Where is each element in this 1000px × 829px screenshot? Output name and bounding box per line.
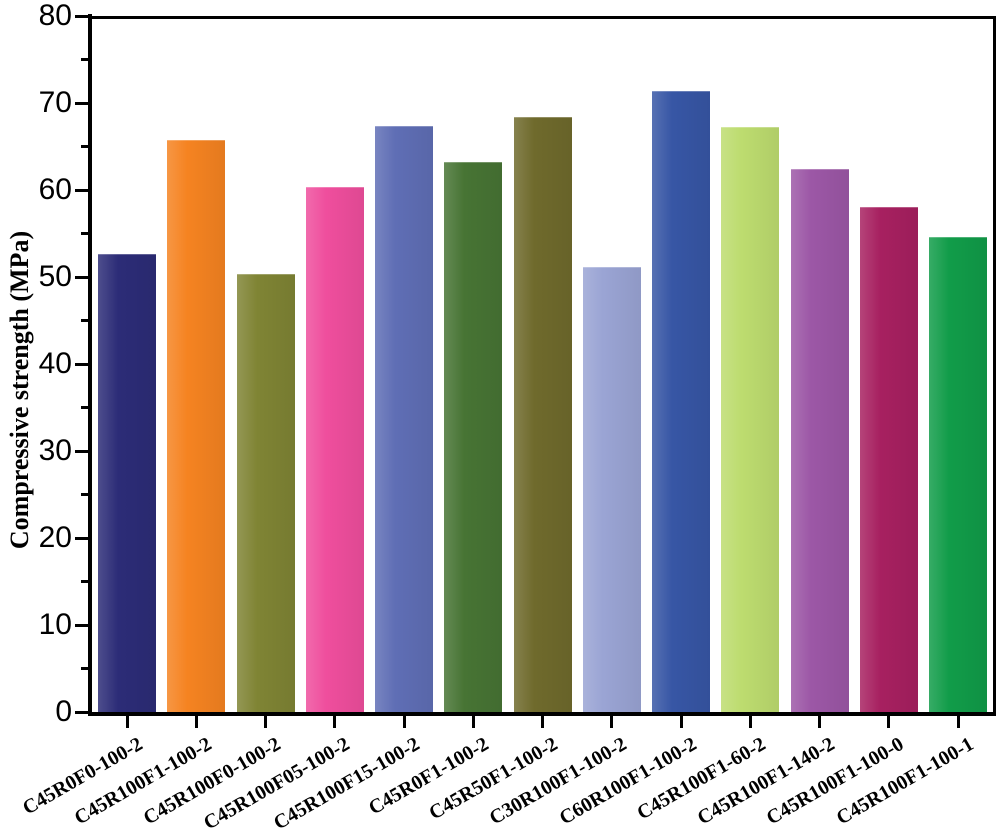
bar (98, 253, 156, 712)
bar (652, 90, 710, 712)
y-major-tick (75, 275, 88, 279)
y-major-tick (75, 14, 88, 18)
y-minor-tick (81, 406, 88, 409)
y-minor-tick (81, 580, 88, 583)
x-tick (818, 716, 821, 728)
y-tick-label: 60 (38, 173, 72, 206)
x-tick (541, 716, 544, 728)
x-tick (125, 716, 129, 728)
y-major-tick (75, 101, 88, 105)
bar (305, 186, 364, 712)
x-tick (402, 716, 406, 728)
y-major-tick (75, 449, 88, 453)
y-major-tick (75, 536, 88, 540)
bar (790, 169, 849, 712)
y-minor-tick (81, 58, 88, 61)
x-tick (748, 716, 752, 728)
y-major-tick (75, 710, 88, 714)
y-minor-tick (81, 667, 88, 670)
y-tick-label: 20 (38, 521, 72, 554)
bar (167, 139, 226, 712)
y-minor-tick (81, 319, 88, 322)
y-tick-label: 40 (38, 347, 72, 380)
y-major-tick (75, 362, 88, 366)
y-tick-label: 50 (38, 260, 72, 293)
y-axis-line (88, 14, 92, 716)
y-minor-tick (81, 493, 88, 496)
y-tick-label: 80 (38, 0, 72, 32)
x-axis-line (88, 712, 996, 716)
x-tick (956, 716, 960, 728)
bar (582, 266, 641, 712)
y-tick-label: 10 (38, 608, 72, 641)
x-tick (887, 716, 891, 728)
x-tick (471, 716, 475, 728)
bar (721, 127, 780, 712)
plot-frame-right (993, 16, 996, 716)
x-tick (194, 716, 198, 728)
y-tick-label: 30 (38, 434, 72, 467)
bar (375, 126, 433, 712)
x-tick (333, 716, 337, 728)
y-tick-label: 70 (38, 86, 72, 119)
plot-frame-top (88, 16, 996, 19)
x-tick (679, 716, 683, 728)
y-minor-tick (81, 145, 88, 148)
y-major-tick (75, 623, 88, 627)
bar (859, 206, 918, 712)
bar (929, 236, 987, 712)
x-tick (264, 716, 267, 728)
y-minor-tick (81, 232, 88, 235)
x-tick (610, 716, 614, 728)
y-tick-label: 0 (55, 695, 72, 728)
bar (444, 162, 503, 712)
y-major-tick (75, 188, 88, 192)
bar (513, 116, 572, 712)
bar (236, 274, 295, 712)
